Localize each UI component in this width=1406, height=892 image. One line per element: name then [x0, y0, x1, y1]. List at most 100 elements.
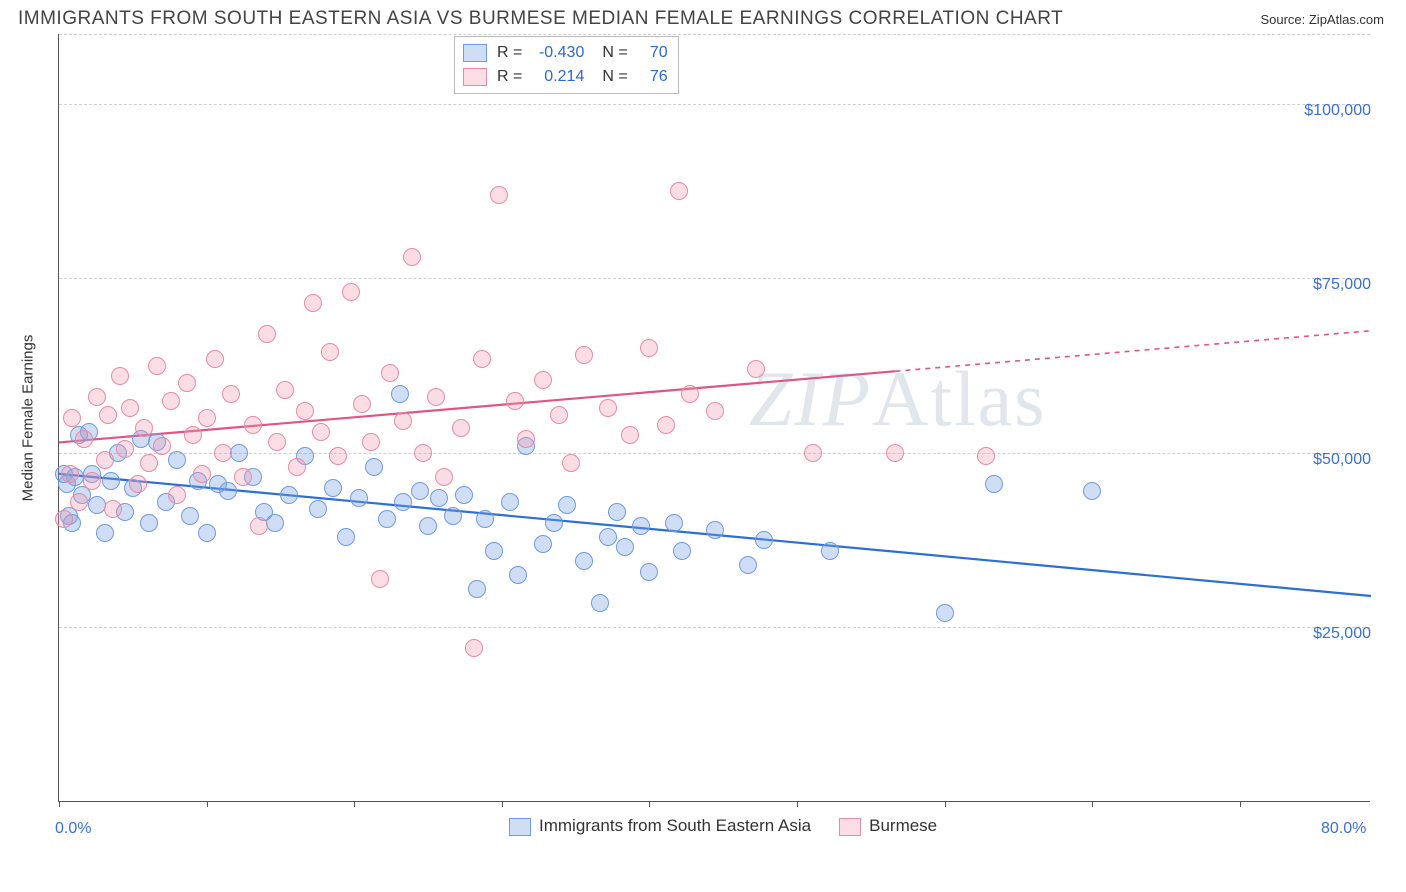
data-point-burmese	[214, 444, 232, 462]
data-point-burmese	[312, 423, 330, 441]
data-point-sea	[280, 486, 298, 504]
data-point-sea	[419, 517, 437, 535]
data-point-sea	[140, 514, 158, 532]
data-point-burmese	[153, 437, 171, 455]
data-point-sea	[640, 563, 658, 581]
data-point-burmese	[99, 406, 117, 424]
legend-label: Burmese	[869, 816, 937, 835]
data-point-burmese	[121, 399, 139, 417]
data-point-burmese	[258, 325, 276, 343]
data-point-sea	[102, 472, 120, 490]
data-point-sea	[476, 510, 494, 528]
data-point-sea	[219, 482, 237, 500]
data-point-burmese	[244, 416, 262, 434]
data-point-sea	[350, 489, 368, 507]
legend-n-label: N =	[602, 68, 627, 86]
data-point-sea	[468, 580, 486, 598]
data-point-burmese	[640, 339, 658, 357]
data-point-burmese	[116, 440, 134, 458]
data-point-sea	[444, 507, 462, 525]
data-point-burmese	[140, 454, 158, 472]
gridline-h	[59, 627, 1370, 628]
data-point-sea	[608, 503, 626, 521]
data-point-burmese	[88, 388, 106, 406]
data-point-burmese	[886, 444, 904, 462]
data-point-burmese	[575, 346, 593, 364]
data-point-burmese	[55, 510, 73, 528]
legend-n-value: 70	[638, 44, 668, 62]
data-point-burmese	[621, 426, 639, 444]
x-tick	[59, 801, 60, 807]
data-point-sea	[309, 500, 327, 518]
data-point-burmese	[403, 248, 421, 266]
data-point-burmese	[804, 444, 822, 462]
data-point-burmese	[506, 392, 524, 410]
data-point-sea	[509, 566, 527, 584]
data-point-sea	[501, 493, 519, 511]
data-point-sea	[266, 514, 284, 532]
data-point-burmese	[61, 465, 79, 483]
data-point-burmese	[465, 639, 483, 657]
data-point-burmese	[435, 468, 453, 486]
data-point-sea	[324, 479, 342, 497]
chart-title: IMMIGRANTS FROM SOUTH EASTERN ASIA VS BU…	[18, 8, 1063, 30]
series-legend: Immigrants from South Eastern Asia Burmes…	[509, 816, 937, 836]
data-point-burmese	[747, 360, 765, 378]
data-point-burmese	[83, 472, 101, 490]
data-point-burmese	[473, 350, 491, 368]
legend-swatch	[463, 68, 487, 86]
y-tick-label: $100,000	[1293, 102, 1371, 120]
data-point-burmese	[427, 388, 445, 406]
data-point-sea	[936, 604, 954, 622]
data-point-burmese	[63, 409, 81, 427]
data-point-burmese	[96, 451, 114, 469]
data-point-burmese	[162, 392, 180, 410]
data-point-sea	[168, 451, 186, 469]
data-point-burmese	[706, 402, 724, 420]
data-point-sea	[632, 517, 650, 535]
data-point-burmese	[104, 500, 122, 518]
source-label: Source:	[1260, 12, 1308, 27]
data-point-sea	[365, 458, 383, 476]
data-point-burmese	[276, 381, 294, 399]
data-point-sea	[96, 524, 114, 542]
data-point-sea	[755, 531, 773, 549]
data-point-sea	[485, 542, 503, 560]
legend-r-label: R =	[497, 68, 522, 86]
data-point-burmese	[129, 475, 147, 493]
data-point-sea	[985, 475, 1003, 493]
data-point-sea	[545, 514, 563, 532]
data-point-burmese	[268, 433, 286, 451]
data-point-burmese	[184, 426, 202, 444]
data-point-burmese	[452, 419, 470, 437]
data-point-burmese	[250, 517, 268, 535]
data-point-burmese	[362, 433, 380, 451]
data-point-burmese	[342, 283, 360, 301]
data-point-burmese	[321, 343, 339, 361]
data-point-sea	[394, 493, 412, 511]
data-point-sea	[575, 552, 593, 570]
data-point-sea	[181, 507, 199, 525]
y-tick-label: $25,000	[1293, 625, 1371, 643]
gridline-h	[59, 34, 1370, 35]
correlation-legend: R =-0.430N =70R =0.214N =76	[454, 36, 679, 94]
data-point-burmese	[75, 430, 93, 448]
x-tick	[797, 801, 798, 807]
watermark-atlas: Atlas	[872, 355, 1047, 442]
data-point-burmese	[222, 385, 240, 403]
legend-swatch	[839, 818, 861, 836]
legend-row-burmese: R =0.214N =76	[463, 65, 668, 89]
legend-r-value: 0.214	[532, 68, 584, 86]
x-tick-label: 80.0%	[1321, 820, 1366, 838]
plot-area: ZIPAtlas R =-0.430N =70R =0.214N =76 Imm…	[58, 34, 1370, 802]
x-tick	[207, 801, 208, 807]
data-point-sea	[378, 510, 396, 528]
x-tick	[649, 801, 650, 807]
data-point-burmese	[198, 409, 216, 427]
data-point-sea	[88, 496, 106, 514]
x-tick-label: 0.0%	[55, 820, 91, 838]
legend-item-sea: Immigrants from South Eastern Asia	[509, 816, 811, 836]
y-tick-label: $75,000	[1293, 276, 1371, 294]
data-point-burmese	[206, 350, 224, 368]
data-point-sea	[230, 444, 248, 462]
